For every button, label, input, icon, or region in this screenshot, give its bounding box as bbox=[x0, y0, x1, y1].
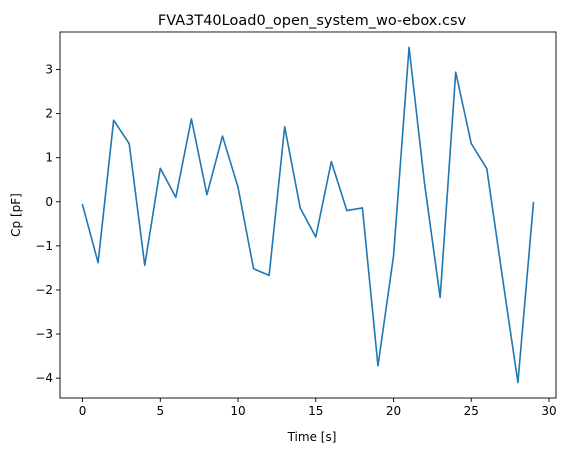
x-tick-label: 20 bbox=[386, 404, 401, 418]
x-tick-label: 15 bbox=[308, 404, 323, 418]
x-tick-label: 25 bbox=[464, 404, 479, 418]
y-tick-label: 1 bbox=[45, 151, 53, 165]
y-tick-label: 0 bbox=[45, 195, 53, 209]
series-line-0 bbox=[81, 46, 535, 384]
x-axis-label: Time [s] bbox=[287, 430, 337, 444]
y-tick-label: 3 bbox=[45, 62, 53, 76]
y-tick-label: 2 bbox=[45, 107, 53, 121]
y-tick-label: −1 bbox=[35, 239, 53, 253]
x-tick-label: 30 bbox=[541, 404, 556, 418]
chart-title: FVA3T40Load0_open_system_wo-ebox.csv bbox=[158, 13, 467, 29]
plot-area: 0 5 10 15 20 25 30 −4 −3 −2 −1 0 1 2 3 bbox=[35, 31, 557, 418]
plot-frame bbox=[59, 31, 557, 399]
x-tick-label: 10 bbox=[230, 404, 245, 418]
x-tick-label: 5 bbox=[156, 404, 164, 418]
y-axis-label: Cp [pF] bbox=[9, 193, 23, 237]
y-tick-label: −2 bbox=[35, 283, 53, 297]
y-tick-label: −3 bbox=[35, 327, 53, 341]
y-tick-label: −4 bbox=[35, 371, 53, 385]
x-tick-label: 0 bbox=[79, 404, 87, 418]
